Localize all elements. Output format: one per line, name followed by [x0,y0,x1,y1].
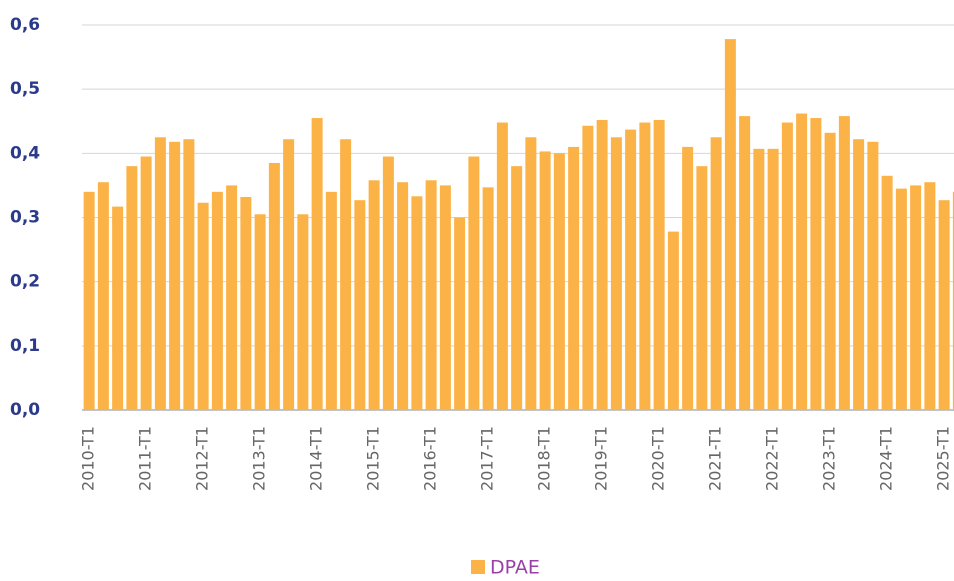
bar [810,118,822,411]
y-tick-label: 0,6 [10,15,40,35]
x-tick-label: 2012-T1 [193,426,212,491]
y-tick-label: 0,2 [10,272,40,292]
x-tick-label: 2024-T1 [877,426,896,491]
y-tick-label: 0,1 [10,336,40,356]
bar [881,175,893,410]
bar [511,166,523,410]
x-tick-label: 2014-T1 [307,426,326,491]
bar [226,185,238,410]
bar [468,156,480,410]
bar [696,166,708,410]
x-tick-label: 2010-T1 [79,426,98,491]
bar [781,122,793,411]
x-tick-label: 2020-T1 [649,426,668,491]
bar [938,200,950,410]
bar [739,116,751,410]
bar [254,214,266,410]
x-tick-label: 2021-T1 [706,426,725,491]
bar [539,151,551,411]
bar [838,116,850,410]
bar [639,122,651,411]
bar [397,182,409,410]
legend-label: DPAE [490,557,540,579]
x-tick-label: 2023-T1 [820,426,839,491]
bar [568,146,580,410]
bar [112,206,124,410]
x-tick-label: 2025-T1 [934,426,953,491]
bar [169,141,181,411]
bar [610,137,622,410]
bar [496,122,508,411]
x-tick-label: 2013-T1 [250,426,269,491]
bar [895,188,907,410]
bar [454,217,466,410]
bar [796,113,808,411]
bar [140,156,152,410]
bar [411,196,423,410]
bar [354,200,366,410]
bar [311,118,323,411]
bar [924,182,936,410]
y-tick-label: 0,4 [10,143,40,163]
bar [97,182,109,410]
bar [582,125,594,410]
y-tick-label: 0,5 [10,79,40,99]
x-tick-label: 2015-T1 [364,426,383,491]
bar [767,148,779,410]
bar [625,129,637,410]
bar [154,137,166,410]
bar [126,166,138,410]
y-tick-label: 0,3 [10,208,40,228]
x-tick-label: 2018-T1 [535,426,554,491]
bar [553,153,565,411]
bar [439,185,451,410]
bar [482,187,494,410]
bar [297,214,309,410]
bar [425,180,437,410]
bar [653,119,665,410]
bar [368,180,380,410]
bar [240,196,252,410]
bar [682,146,694,410]
bar [325,191,337,410]
legend-swatch [471,560,485,574]
bar [910,185,922,410]
bar [525,137,537,410]
y-tick-label: 0,0 [10,400,40,420]
bar [824,132,836,411]
x-tick-label: 2019-T1 [592,426,611,491]
bar [382,156,394,410]
bar [283,139,295,410]
bar [340,139,352,410]
bar [211,191,223,410]
bar [867,141,879,411]
bar [667,231,679,410]
bar [724,39,736,410]
bar [952,191,954,410]
bar [596,119,608,410]
bar [710,137,722,410]
bar [197,202,209,410]
bar [268,162,280,410]
x-tick-label: 2016-T1 [421,426,440,491]
bar [753,148,765,410]
x-tick-label: 2017-T1 [478,426,497,491]
x-tick-label: 2011-T1 [136,426,155,491]
bar [853,139,865,410]
bar [83,191,95,410]
bar [183,139,195,410]
x-tick-label: 2022-T1 [763,426,782,491]
